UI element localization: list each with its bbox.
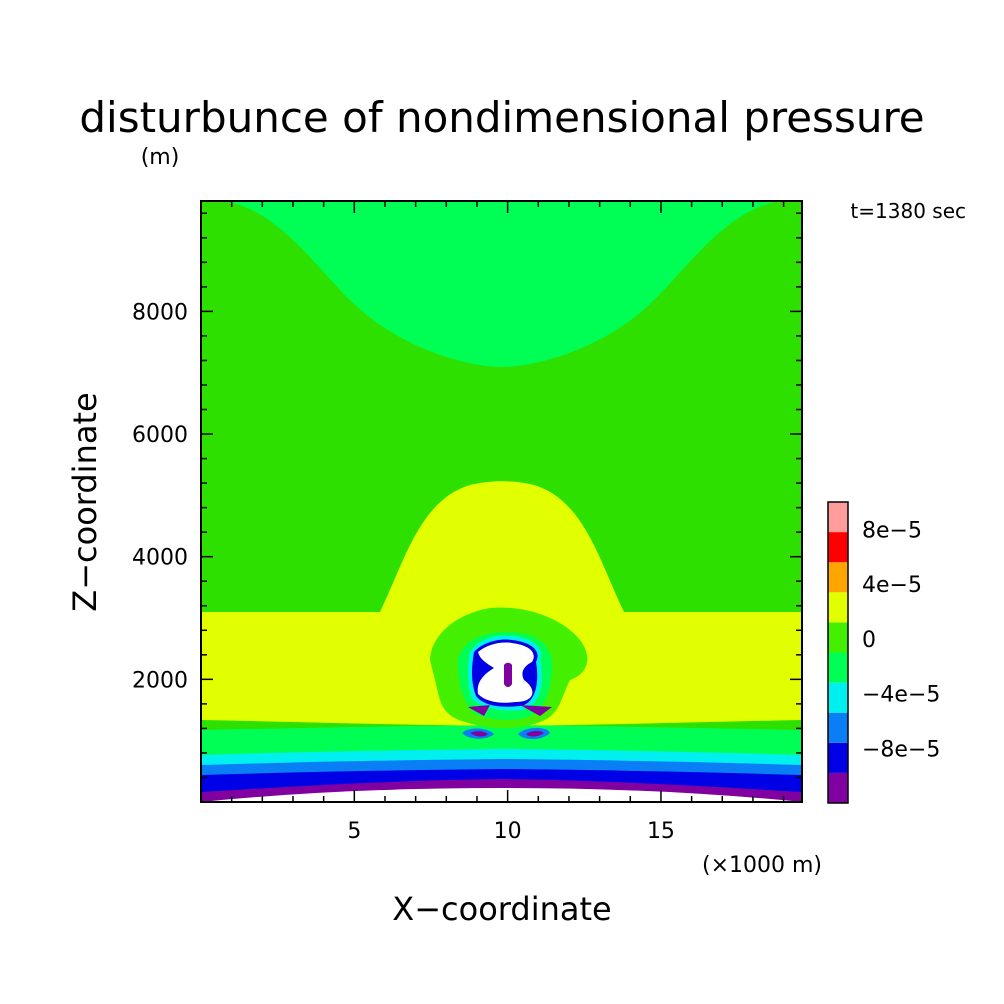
y-tick-label: 6000 <box>132 423 188 448</box>
band-purple-center <box>504 662 512 687</box>
y-axis-label: Z−coordinate <box>66 392 104 611</box>
colorbar-swatch <box>828 502 848 533</box>
colorbar-swatch <box>828 562 848 593</box>
time-label: t=1380 sec <box>850 199 966 223</box>
x-unit-label: (×1000 m) <box>702 853 822 878</box>
colorbar-swatch <box>828 682 848 713</box>
colorbar-swatch <box>828 652 848 683</box>
x-tick-label: 5 <box>347 819 361 844</box>
band-blue-lower-lobes <box>462 727 550 740</box>
y-tick-label: 4000 <box>132 546 188 571</box>
band-purple-lower-lobes <box>470 730 544 737</box>
colorbar-label: 8e−5 <box>862 518 922 543</box>
x-axis-label: X−coordinate <box>392 890 611 928</box>
colorbar-label: −4e−5 <box>862 683 940 708</box>
band-yellow-mid <box>201 481 802 726</box>
colorbar-swatch <box>828 742 848 773</box>
colorbar-swatch <box>828 532 848 563</box>
colorbar-swatch <box>828 592 848 623</box>
y-tick-label: 8000 <box>132 300 188 325</box>
colorbar: −8e−5 −4e−5 0 4e−5 8e−5 <box>827 501 940 804</box>
colorbar-label: 4e−5 <box>862 573 922 598</box>
y-tick-label: 2000 <box>132 668 188 693</box>
contour-fill <box>201 201 802 802</box>
band-lightgreen-top <box>220 201 784 367</box>
colorbar-frame <box>827 501 849 804</box>
chart-subtitle: (m) <box>141 145 180 170</box>
colorbar-swatch <box>828 622 848 653</box>
chart-title: disturbunce of nondimensional pressure <box>79 93 924 142</box>
colorbar-swatch <box>828 772 848 803</box>
band-purple-lobes <box>468 705 552 716</box>
axis-ticks: 5 10 15 2000 4000 6000 8000 <box>132 201 802 844</box>
plot-frame <box>200 200 803 803</box>
band-white-ground <box>201 788 802 802</box>
plot-area: 5 10 15 2000 4000 6000 8000 <box>132 200 803 844</box>
x-tick-label: 15 <box>647 819 675 844</box>
colorbar-swatch <box>828 712 848 743</box>
colorbar-label: −8e−5 <box>862 737 940 762</box>
colorbar-label: 0 <box>862 628 876 653</box>
x-tick-label: 10 <box>494 819 522 844</box>
